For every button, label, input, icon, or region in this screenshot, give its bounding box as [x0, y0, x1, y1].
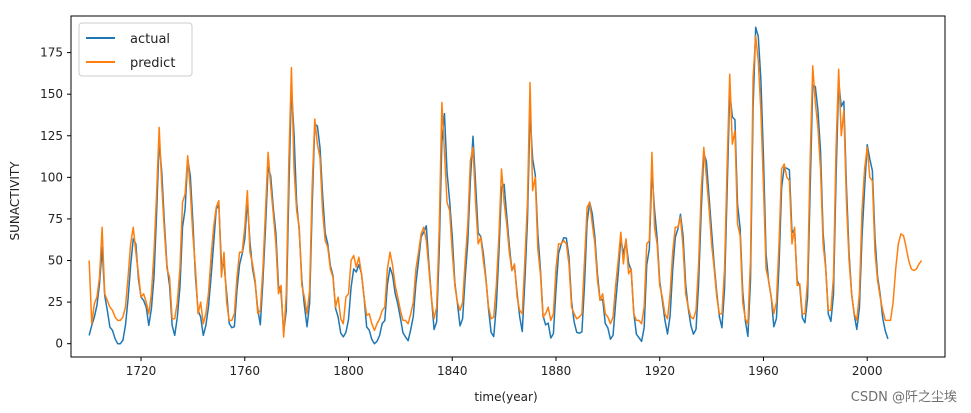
x-axis-ticks: 1720 1760 1800 1840 1880 1920 1960 2000 [126, 357, 883, 378]
plot-area-border [70, 15, 946, 358]
y-axis-label: SUNACTIVITY [8, 161, 22, 241]
y-tick-label: 0 [55, 337, 63, 351]
watermark: CSDN @阡之尘埃 [850, 390, 957, 405]
y-tick-label: 50 [48, 254, 63, 268]
x-tick-label: 1800 [333, 364, 364, 378]
legend-label-predict: predict [130, 56, 175, 71]
series-layer [88, 26, 923, 345]
series-line-predict [88, 35, 923, 338]
y-axis-ticks: 0 25 50 75 100 125 150 175 [40, 46, 71, 351]
x-tick-label: 1760 [229, 364, 260, 378]
x-tick-label: 1920 [644, 364, 675, 378]
y-tick-label: 75 [48, 212, 63, 226]
legend-label-actual: actual [130, 32, 170, 47]
x-tick-label: 1880 [541, 364, 572, 378]
y-tick-label: 25 [48, 295, 63, 309]
plot-frame [70, 15, 946, 358]
y-tick-label: 175 [40, 46, 63, 60]
x-axis-label: time(year) [474, 390, 537, 404]
y-tick-label: 100 [40, 170, 63, 184]
x-tick-label: 1960 [748, 364, 779, 378]
series-line-actual [88, 26, 889, 345]
x-tick-label: 1840 [437, 364, 468, 378]
y-tick-label: 150 [40, 87, 63, 101]
legend: actual predict [78, 22, 193, 77]
x-tick-label: 1720 [126, 364, 157, 378]
x-tick-label: 2000 [852, 364, 883, 378]
y-tick-label: 125 [40, 129, 63, 143]
